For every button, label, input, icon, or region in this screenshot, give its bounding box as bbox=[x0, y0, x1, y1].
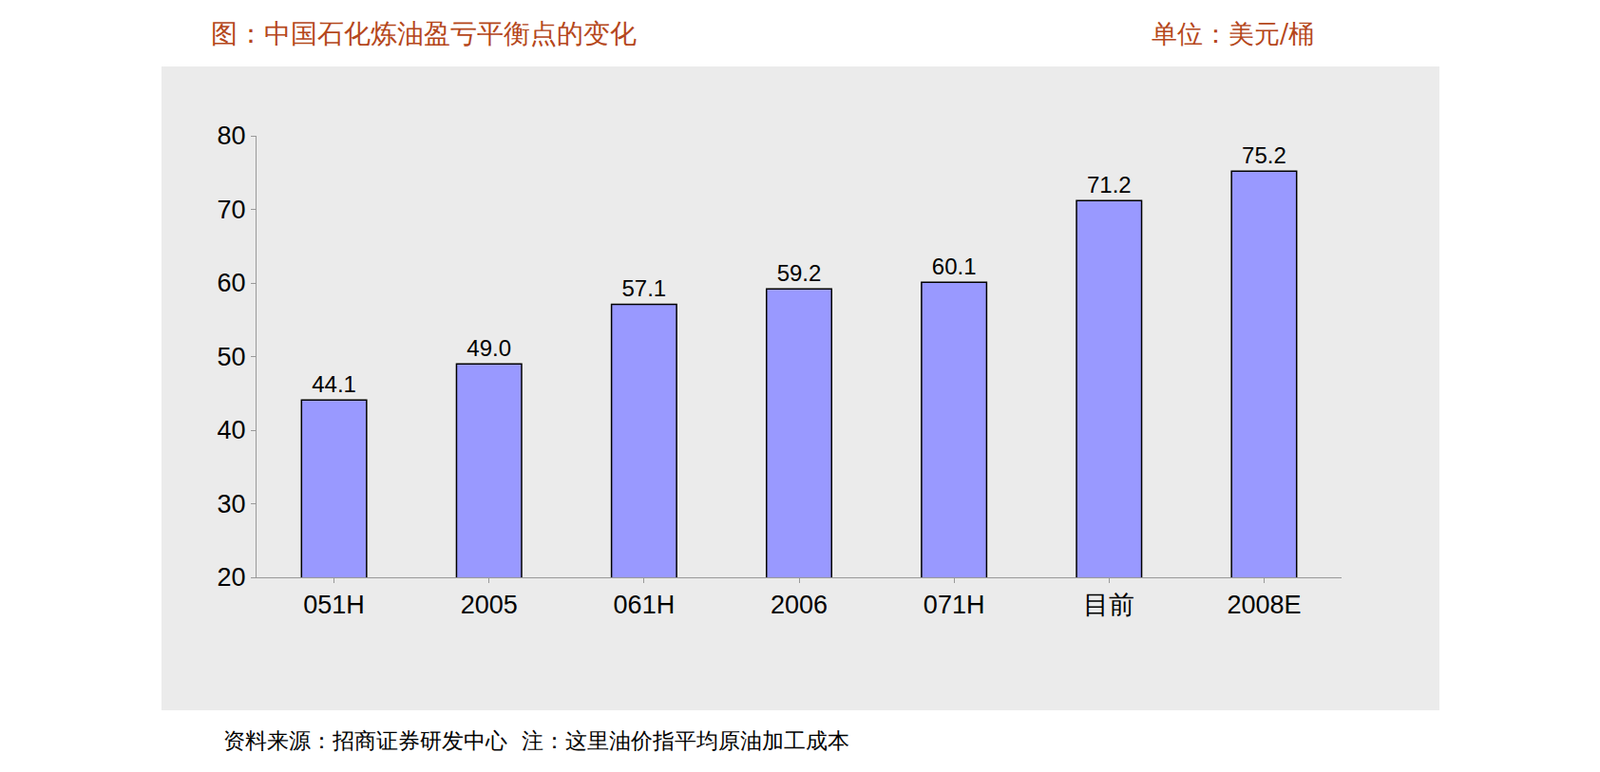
svg-text:资料来源：招商证券研发中心 注：这里油价指平均原油加工成本: 资料来源：招商证券研发中心 注：这里油价指平均原油加工成本 bbox=[223, 728, 850, 754]
svg-text:80: 80 bbox=[217, 121, 247, 151]
svg-text:单位：美元/桶: 单位：美元/桶 bbox=[1151, 19, 1315, 49]
svg-text:44.1: 44.1 bbox=[311, 371, 357, 398]
svg-text:051H: 051H bbox=[303, 590, 365, 620]
svg-text:70: 70 bbox=[217, 195, 247, 225]
svg-text:2005: 2005 bbox=[460, 590, 518, 620]
svg-text:40: 40 bbox=[217, 416, 247, 445]
svg-text:071H: 071H bbox=[923, 590, 986, 620]
svg-text:49.0: 49.0 bbox=[466, 335, 512, 362]
svg-text:目前: 目前 bbox=[1083, 590, 1135, 620]
svg-text:30: 30 bbox=[217, 490, 247, 519]
svg-text:061H: 061H bbox=[613, 590, 676, 620]
svg-text:60: 60 bbox=[217, 268, 247, 298]
svg-text:59.2: 59.2 bbox=[777, 260, 822, 286]
svg-text:50: 50 bbox=[217, 342, 247, 372]
svg-text:图：中国石化炼油盈亏平衡点的变化: 图：中国石化炼油盈亏平衡点的变化 bbox=[210, 18, 637, 50]
svg-text:71.2: 71.2 bbox=[1086, 171, 1132, 198]
svg-text:60.1: 60.1 bbox=[932, 253, 977, 280]
svg-text:75.2: 75.2 bbox=[1241, 142, 1287, 169]
svg-text:2008E: 2008E bbox=[1226, 590, 1301, 620]
svg-text:2006: 2006 bbox=[770, 590, 828, 620]
svg-text:20: 20 bbox=[217, 563, 247, 592]
svg-text:57.1: 57.1 bbox=[622, 275, 667, 302]
